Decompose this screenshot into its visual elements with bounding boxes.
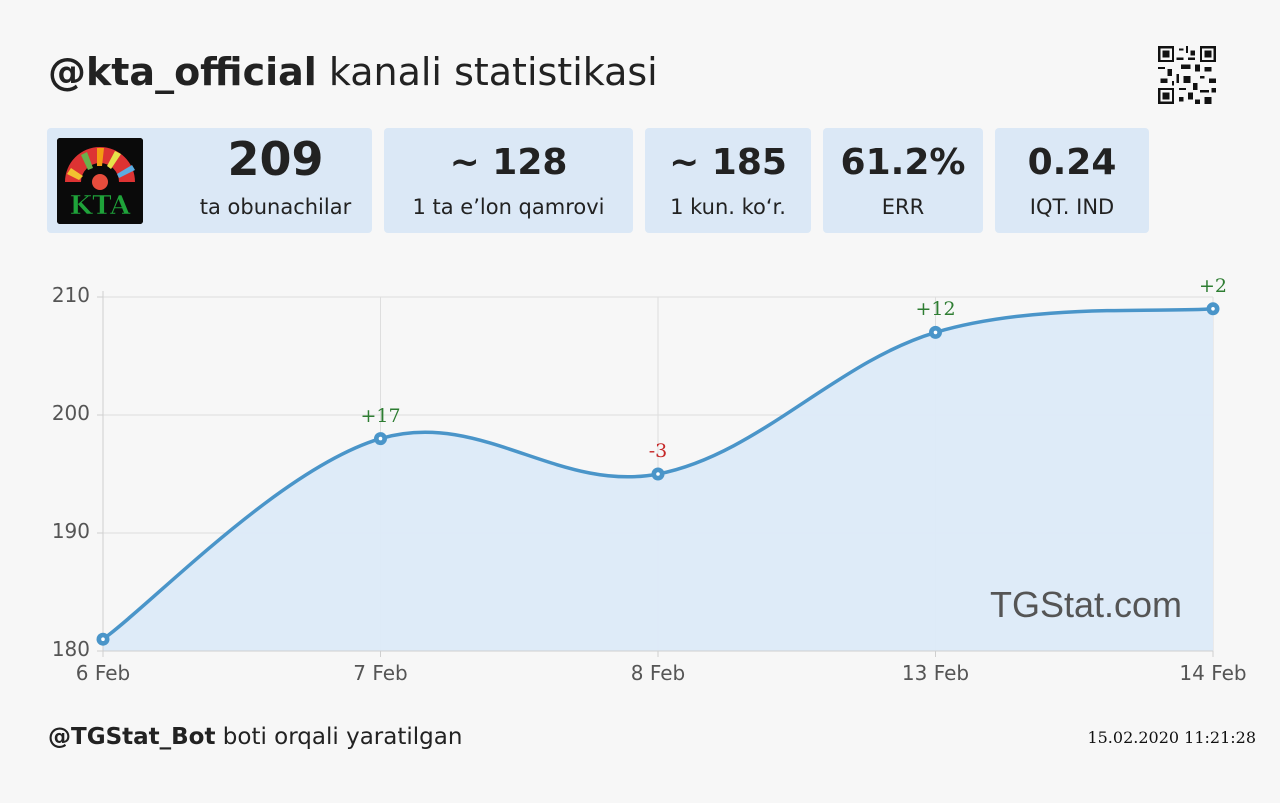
post-reach-label: 1 ta e’lon qamrovi — [412, 195, 605, 219]
citation-index-label: IQT. IND — [1029, 195, 1115, 219]
subscribers-value: 209 — [227, 132, 324, 186]
post-reach-card: ~ 128 1 ta e’lon qamrovi — [384, 128, 633, 233]
bot-link[interactable]: @TGStat_Bot — [48, 724, 216, 750]
data-point-center — [656, 472, 660, 476]
subscribers-card: KTA 209 ta obunachilar — [47, 128, 372, 233]
x-tick-label: 8 Feb — [630, 661, 686, 685]
citation-index-card: 0.24 IQT. IND — [995, 128, 1149, 233]
subscribers-label: ta obunachilar — [199, 195, 352, 219]
x-tick-label: 7 Feb — [353, 661, 408, 685]
title-suffix: kanali statistikasi — [316, 50, 658, 94]
err-value: 61.2% — [840, 142, 966, 183]
timestamp: 15.02.2020 11:21:28 — [1087, 728, 1256, 747]
daily-views-card: ~ 185 1 kun. ko‘r. — [645, 128, 811, 233]
data-point-center — [933, 330, 938, 335]
delta-label: -3 — [648, 440, 668, 462]
y-tick-label: 190 — [51, 519, 90, 543]
err-card: 61.2% ERR — [823, 128, 983, 233]
footer-credit: @TGStat_Bot boti orqali yaratilgan — [48, 724, 462, 750]
err-label: ERR — [881, 195, 925, 219]
x-tick-label: 14 Feb — [1179, 661, 1247, 685]
subscribers-chart: TGStat.com 180 190 200 210 6 Feb 7 Feb 8 Feb 13… — [0, 270, 1280, 700]
y-tick-label: 200 — [51, 401, 90, 425]
avatar: KTA — [57, 138, 143, 224]
x-tick-label: 13 Feb — [901, 661, 970, 685]
citation-index-value: 0.24 — [1027, 142, 1117, 183]
y-tick-label: 210 — [51, 283, 90, 307]
x-tick-label: 6 Feb — [75, 661, 131, 685]
footer-text: boti orqali yaratilgan — [215, 724, 463, 750]
chart-svg — [96, 291, 1220, 657]
post-reach-value: ~ 128 — [449, 142, 568, 183]
watermark: TGStat.com — [990, 584, 1183, 625]
channel-handle: @kta_official — [48, 50, 317, 94]
data-point-center — [101, 637, 105, 641]
daily-views-label: 1 kun. ko‘r. — [670, 195, 786, 219]
data-point-center — [378, 436, 383, 441]
y-tick-label: 180 — [51, 637, 90, 661]
delta-label: +17 — [360, 404, 401, 427]
avatar-text: KTA — [70, 191, 132, 221]
qr-code-icon — [1158, 46, 1216, 104]
data-point-center — [1211, 307, 1215, 311]
daily-views-value: ~ 185 — [669, 142, 787, 183]
kta-logo-icon: KTA — [57, 138, 143, 224]
delta-label: +12 — [915, 298, 956, 321]
delta-label: +2 — [1198, 274, 1227, 297]
page-title: @kta_official kanali statistikasi — [48, 46, 658, 98]
